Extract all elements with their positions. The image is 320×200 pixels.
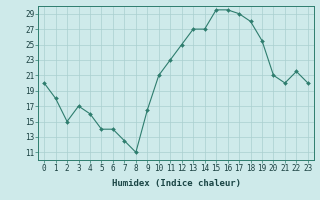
X-axis label: Humidex (Indice chaleur): Humidex (Indice chaleur) <box>111 179 241 188</box>
